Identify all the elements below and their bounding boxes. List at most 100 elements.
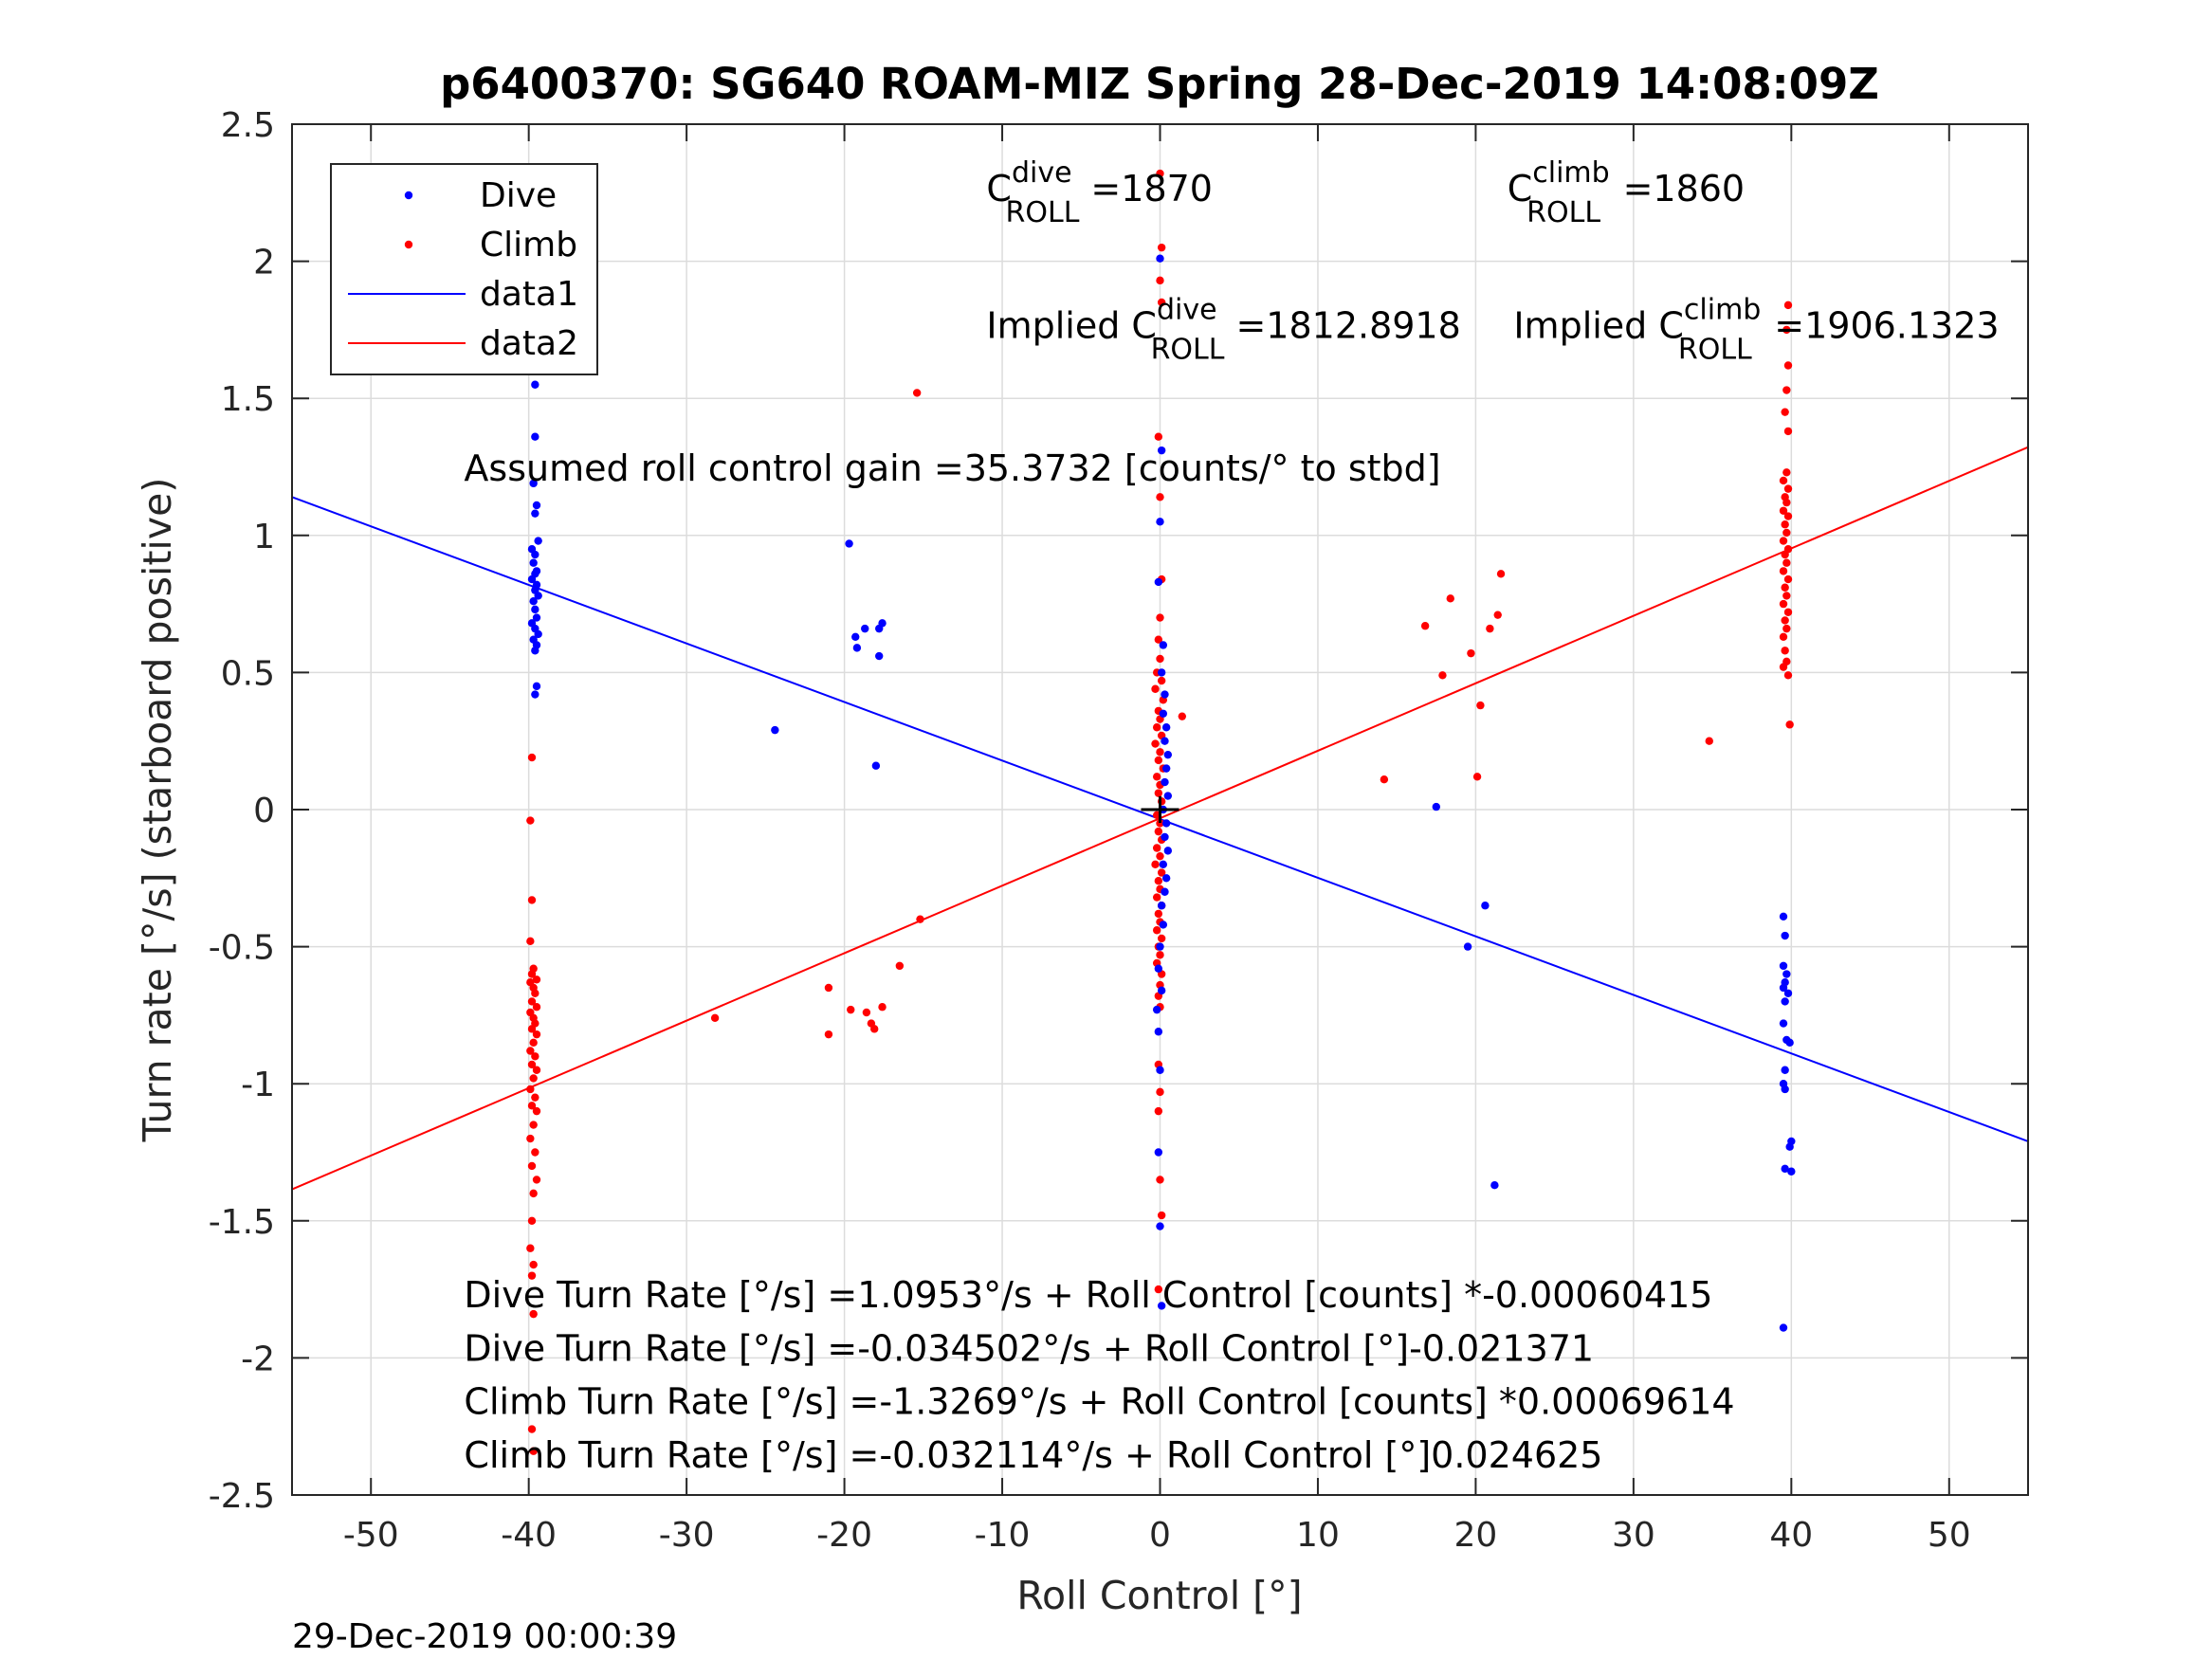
climb-point — [529, 1260, 538, 1269]
dive-point — [1161, 723, 1171, 732]
dive-point — [878, 619, 887, 628]
dive-point — [1779, 961, 1788, 971]
annotation-subscript: ROLL — [1006, 196, 1080, 229]
y-tick-label: 1.5 — [221, 380, 275, 419]
x-tick-label: 10 — [1296, 1516, 1340, 1555]
climb-point — [1783, 484, 1793, 493]
climb-point — [1178, 712, 1187, 720]
dive-point — [529, 597, 538, 606]
legend-label: data2 — [480, 324, 578, 363]
annotation-implied-climb: Implied Cclimb ROLL =1906.1323 — [1513, 294, 1999, 367]
climb-point — [1156, 851, 1164, 861]
annotation-value: =1906.1323 — [1774, 305, 1999, 347]
climb-point — [1779, 567, 1788, 575]
dive-point — [1161, 832, 1169, 842]
y-tick-label: 0.5 — [221, 654, 275, 693]
climb-point — [1152, 926, 1161, 935]
annotation-value: =1812.8918 — [1235, 305, 1460, 347]
x-tick-label: 40 — [1769, 1516, 1813, 1555]
dive-point — [1432, 802, 1440, 811]
dive-point — [1779, 983, 1788, 993]
dive-point — [1781, 1085, 1789, 1094]
y-tick-label: -2 — [241, 1340, 275, 1378]
dive-point — [532, 682, 541, 691]
x-tick-label: -10 — [975, 1516, 1031, 1555]
climb-point — [1486, 624, 1494, 633]
climb-point — [1783, 574, 1793, 584]
climb-point — [710, 1013, 720, 1022]
climb-point — [531, 1093, 539, 1102]
climb-point — [1152, 844, 1161, 852]
dive-point — [771, 725, 779, 735]
climb-point — [862, 1008, 871, 1017]
climb-point — [824, 983, 833, 993]
dive-point — [1781, 931, 1789, 940]
dive-point — [1161, 764, 1171, 773]
y-tick-label: -2.5 — [209, 1477, 275, 1516]
dive-point — [1154, 1028, 1163, 1036]
climb-point — [1785, 720, 1794, 729]
text-dive-deg: Dive Turn Rate [°/s] =-0.034502°/s + Rol… — [464, 1327, 1594, 1369]
dive-point — [1782, 970, 1791, 978]
climb-point — [529, 1121, 538, 1129]
dive-point — [1157, 1302, 1166, 1310]
climb-point — [531, 1052, 539, 1061]
dive-point — [534, 629, 542, 639]
annotation-superscript: dive — [1157, 294, 1217, 327]
climb-point — [1705, 737, 1713, 745]
dive-point — [1157, 668, 1166, 677]
dive-point — [1161, 887, 1169, 896]
climb-point — [526, 816, 535, 825]
climb-point — [1154, 635, 1163, 644]
timestamp: 29-Dec-2019 00:00:39 — [292, 1617, 677, 1656]
climb-point — [1493, 611, 1502, 619]
climb-point — [526, 1244, 535, 1252]
climb-point — [1154, 876, 1163, 885]
text-climb-deg: Climb Turn Rate [°/s] =-0.032114°/s + Ro… — [464, 1434, 1602, 1476]
climb-point — [527, 1216, 537, 1226]
climb-point — [1781, 583, 1789, 592]
climb-point — [1154, 432, 1163, 441]
climb-point — [1157, 676, 1166, 685]
climb-point — [526, 1085, 535, 1094]
dive-point — [1787, 1167, 1796, 1176]
climb-point — [527, 1060, 537, 1069]
climb-point — [1154, 789, 1163, 797]
climb-point — [1157, 868, 1166, 877]
dive-point — [531, 550, 539, 559]
axis-ticks: -50 -40 -30 -20 -10 0 10 20 30 40 50 2.5 2 1.5 1 0.5 0 -0… — [209, 106, 2028, 1555]
climb-point — [1157, 298, 1166, 307]
dive-point — [1156, 1222, 1164, 1231]
climb-point — [1781, 550, 1789, 559]
climb-point — [1156, 493, 1164, 501]
dive-point — [1161, 874, 1171, 883]
annotation-superscript: climb — [1684, 294, 1761, 327]
climb-point — [1781, 520, 1789, 529]
climb-point — [1783, 671, 1793, 680]
dive-point — [1152, 1005, 1161, 1014]
climb-point — [1782, 498, 1791, 507]
climb-point — [1380, 775, 1389, 784]
climb-point — [1783, 301, 1793, 310]
climb-point — [1156, 748, 1164, 757]
dive-point — [1159, 860, 1168, 869]
climb-point — [527, 896, 537, 904]
annotation-subscript: ROLL — [1151, 334, 1225, 367]
dive-point — [1161, 777, 1169, 787]
climb-point — [912, 389, 922, 397]
dive-point — [1781, 1164, 1789, 1174]
climb-point — [878, 1003, 887, 1012]
climb-point — [529, 1038, 538, 1048]
dive-point — [1779, 912, 1788, 921]
dive-point — [1156, 1066, 1164, 1074]
dive-point — [845, 539, 853, 548]
dive-point — [1154, 577, 1163, 587]
climb-point — [527, 1425, 537, 1433]
dive-point — [1490, 1181, 1499, 1190]
dive-point — [1783, 989, 1793, 997]
dive-point — [529, 479, 538, 488]
annotation-superscript: climb — [1532, 156, 1609, 190]
climb-point — [1467, 648, 1475, 658]
x-tick-label: -20 — [816, 1516, 872, 1555]
x-tick-label: 20 — [1454, 1516, 1498, 1555]
